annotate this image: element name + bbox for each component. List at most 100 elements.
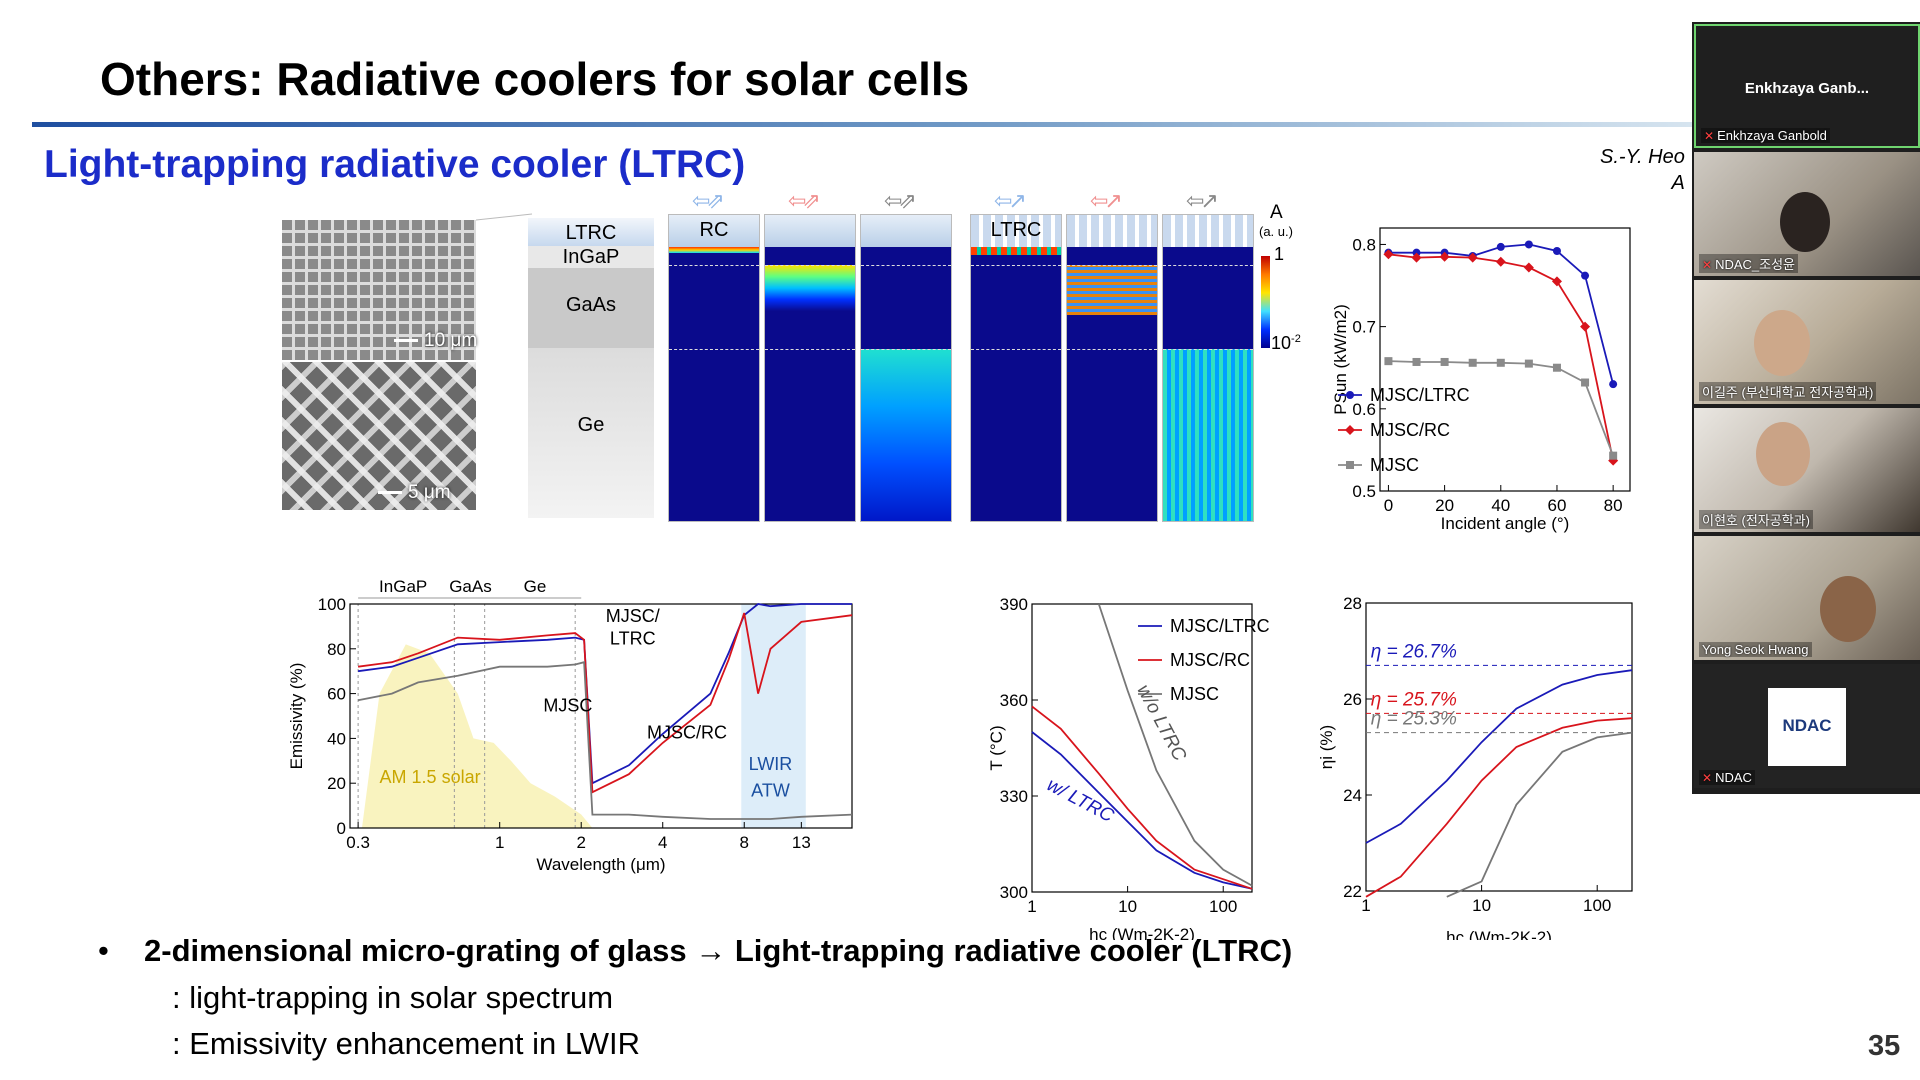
y-tick-label: 100 <box>318 595 346 614</box>
citation-journal: A <box>1671 172 1685 194</box>
data-point <box>1552 247 1561 256</box>
ndac-logo: NDAC <box>1768 688 1846 766</box>
slide-subtitle: Light-trapping radiative cooler (LTRC) <box>44 143 746 186</box>
y-tick-label: 330 <box>1000 787 1028 806</box>
incident-arrow-icon: ⇦⇗ <box>692 188 725 213</box>
legend-label: MJSC/LTRC <box>1170 616 1270 636</box>
avatar <box>1820 576 1876 642</box>
annotation-mjsc-rc: MJSC/RC <box>647 722 727 742</box>
participant-label: ✕ Enkhzaya Ganbold <box>1701 128 1830 143</box>
layer-ltrc: LTRC <box>528 218 654 246</box>
layer-ge: Ge <box>528 348 654 518</box>
colorbar-min: 10-2 <box>1271 333 1301 353</box>
zoom-connector <box>476 213 533 221</box>
bullet-icon: • <box>98 933 109 968</box>
incident-arrow-icon: ⇦↗ <box>1186 188 1219 213</box>
field-map-ltrc-short: LTRC <box>970 214 1062 522</box>
legend-label: MJSC/RC <box>1370 420 1450 440</box>
x-tick-label: 8 <box>740 833 749 852</box>
solar-spectrum-area <box>361 644 593 828</box>
y-axis-label: Emissivity (%) <box>287 663 306 770</box>
legend-label: MJSC <box>1370 455 1419 475</box>
data-point <box>1468 358 1477 367</box>
panel-label-rc: RC <box>699 219 729 241</box>
participant-label: 이길주 (부산대학교 전자공학과) <box>1699 382 1877 401</box>
data-point <box>1580 321 1591 332</box>
participant-tile-6[interactable]: NDAC ✕ NDAC <box>1694 664 1920 788</box>
x-tick-label: 13 <box>792 833 811 852</box>
annotation-am15: AM 1.5 solar <box>380 767 481 787</box>
series-line-mjsc-ltrc <box>357 603 852 785</box>
participant-tile-5[interactable]: Yong Seok Hwang <box>1694 536 1920 660</box>
annotation-mjsc: MJSC <box>543 696 592 716</box>
participant-tile-4[interactable]: 이현호 (전자공학과) <box>1694 408 1920 532</box>
incident-arrow-icon: ⇦↗ <box>1090 188 1123 213</box>
legend-label: MJSC/RC <box>1170 650 1250 670</box>
participant-tile-2[interactable]: ✕ NDAC_조성윤 <box>1694 152 1920 276</box>
y-tick-label: 26 <box>1343 690 1362 709</box>
y-tick-label: 22 <box>1343 882 1362 901</box>
colorbar-max: 1 <box>1274 244 1285 264</box>
participant-tile-1[interactable]: Enkhzaya Ganb... ✕ Enkhzaya Ganbold <box>1694 24 1920 148</box>
series-line-mjsc <box>357 661 853 820</box>
y-tick-label: 80 <box>327 640 346 659</box>
participant-tile-3[interactable]: 이길주 (부산대학교 전자공학과) <box>1694 280 1920 404</box>
y-tick-label: 0.8 <box>1352 235 1376 254</box>
series-line-mjsc-rc <box>1365 717 1633 898</box>
legend-marker <box>1346 391 1354 399</box>
series-line-mjsc <box>1446 731 1633 898</box>
scale-bar-5um: 5 μm <box>378 482 451 504</box>
avatar <box>1780 192 1830 252</box>
x-tick-label: 1 <box>495 833 504 852</box>
data-point <box>1383 249 1394 260</box>
y-axis-label: PSun (kW/m2) <box>1331 304 1350 415</box>
y-tick-label: 60 <box>327 685 346 704</box>
plot-frame <box>1031 603 1253 893</box>
plot-frame <box>349 603 853 829</box>
avatar <box>1756 422 1810 486</box>
data-point <box>1440 357 1449 366</box>
chart-temperature-vs-hc: 1 10 100 300 330 360 390 hc (Wm-2K-2) T (°C) MJSC… <box>987 595 1270 940</box>
x-tick-label: 10 <box>1472 896 1491 915</box>
data-point <box>1609 380 1618 389</box>
series-line-mjsc <box>1097 603 1253 887</box>
y-axis-label: T (°C) <box>987 725 1006 770</box>
scale-bar-10um: 10 μm <box>394 330 477 352</box>
field-map-ltrc-long <box>1162 214 1254 522</box>
chart-psun-vs-angle: 0 20 40 60 80 0.5 0.6 0.7 0.8 Incident angle (°) P… <box>1331 227 1631 533</box>
data-point <box>1552 363 1561 372</box>
page-number: 35 <box>1868 1030 1901 1062</box>
x-tick-label: 40 <box>1491 496 1510 515</box>
series-line-mjsc-ltrc <box>1365 669 1633 844</box>
plot-frame <box>1365 602 1633 892</box>
layer-gaas: GaAs <box>528 268 654 348</box>
series-line-mjsc-ltrc <box>1031 731 1253 890</box>
data-point <box>1524 240 1533 249</box>
x-tick-label: 1 <box>1361 896 1370 915</box>
x-tick-label: 100 <box>1583 896 1611 915</box>
citation: S.-Y. Heo A <box>1600 144 1685 196</box>
annotation-atw: ATW <box>751 781 790 801</box>
data-point <box>1412 357 1421 366</box>
bullet-sub-2: : Emissivity enhancement in LWIR <box>172 1026 641 1061</box>
legend-label: MJSC/LTRC <box>1370 385 1470 405</box>
slide-title: Others: Radiative coolers for solar cell… <box>100 53 970 105</box>
x-tick-label: 1 <box>1027 897 1036 916</box>
x-axis-label: Incident angle (°) <box>1441 514 1570 533</box>
field-map-rc-mid <box>764 214 856 522</box>
x-tick-label: 60 <box>1548 496 1567 515</box>
y-tick-label: 0.6 <box>1352 400 1376 419</box>
data-point <box>1467 252 1478 263</box>
x-tick-label: 80 <box>1604 496 1623 515</box>
colorbar <box>1261 256 1270 348</box>
data-point <box>1551 276 1562 287</box>
y-tick-label: 24 <box>1343 786 1362 805</box>
muted-mic-icon: ✕ <box>1704 129 1715 143</box>
incident-arrow-icon: ⇦↗ <box>994 188 1027 213</box>
panel-label-ltrc: LTRC <box>990 219 1042 241</box>
y-tick-label: 360 <box>1000 691 1028 710</box>
y-tick-label: 0 <box>337 819 346 838</box>
annotation-mjsc-ltrc: MJSC/ <box>606 606 660 626</box>
series-line-mjsc-rc <box>357 612 853 794</box>
data-point <box>1496 242 1505 251</box>
